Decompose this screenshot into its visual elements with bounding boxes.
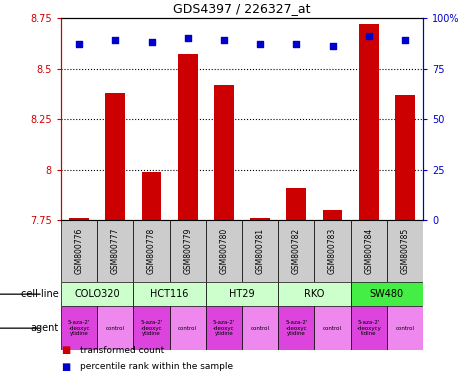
- Text: SW480: SW480: [370, 289, 404, 299]
- Text: HT29: HT29: [229, 289, 255, 299]
- Bar: [97, 306, 133, 350]
- Text: 5-aza-2'
-deoxyc
ytidine: 5-aza-2' -deoxyc ytidine: [213, 320, 235, 336]
- Text: GSM800780: GSM800780: [219, 228, 228, 274]
- Bar: [351, 220, 387, 282]
- Text: agent: agent: [30, 323, 58, 333]
- Bar: [206, 220, 242, 282]
- Bar: [214, 85, 234, 220]
- Bar: [314, 306, 351, 350]
- Bar: [278, 306, 314, 350]
- Text: 5-aza-2'
-deoxycy
tidine: 5-aza-2' -deoxycy tidine: [356, 320, 381, 336]
- Text: control: control: [178, 326, 197, 331]
- Bar: [359, 24, 379, 220]
- Text: GSM800785: GSM800785: [400, 228, 409, 274]
- Bar: [61, 306, 97, 350]
- Text: RKO: RKO: [304, 289, 324, 299]
- Text: percentile rank within the sample: percentile rank within the sample: [80, 362, 233, 371]
- Bar: [323, 210, 342, 220]
- Bar: [387, 220, 423, 282]
- Text: GSM800776: GSM800776: [75, 228, 84, 274]
- Bar: [97, 220, 133, 282]
- Title: GDS4397 / 226327_at: GDS4397 / 226327_at: [173, 2, 311, 15]
- Text: 5-aza-2'
-deoxyc
ytidine: 5-aza-2' -deoxyc ytidine: [68, 320, 90, 336]
- Bar: [387, 306, 423, 350]
- Point: [76, 41, 83, 47]
- Bar: [105, 93, 125, 220]
- Bar: [286, 188, 306, 220]
- Bar: [314, 220, 351, 282]
- Text: GSM800781: GSM800781: [256, 228, 265, 274]
- Bar: [206, 282, 278, 306]
- Bar: [278, 282, 351, 306]
- Bar: [178, 55, 198, 220]
- Bar: [395, 95, 415, 220]
- Text: control: control: [106, 326, 125, 331]
- Text: control: control: [323, 326, 342, 331]
- Bar: [206, 306, 242, 350]
- Point: [112, 37, 119, 43]
- Text: GSM800778: GSM800778: [147, 228, 156, 274]
- Bar: [250, 218, 270, 220]
- Text: ■: ■: [61, 362, 70, 372]
- Point: [184, 35, 191, 41]
- Text: GSM800784: GSM800784: [364, 228, 373, 274]
- Bar: [133, 282, 206, 306]
- Bar: [278, 220, 314, 282]
- Bar: [170, 306, 206, 350]
- Text: control: control: [251, 326, 270, 331]
- Bar: [61, 220, 97, 282]
- Point: [401, 37, 408, 43]
- Text: COLO320: COLO320: [75, 289, 120, 299]
- Text: 5-aza-2'
-deoxyc
ytidine: 5-aza-2' -deoxyc ytidine: [285, 320, 307, 336]
- Text: control: control: [395, 326, 414, 331]
- Point: [148, 39, 155, 45]
- Point: [220, 37, 228, 43]
- Bar: [133, 306, 170, 350]
- Text: cell line: cell line: [21, 289, 58, 299]
- Text: ■: ■: [61, 345, 70, 355]
- Bar: [170, 220, 206, 282]
- Bar: [133, 220, 170, 282]
- Bar: [69, 218, 89, 220]
- Bar: [242, 220, 278, 282]
- Text: GSM800779: GSM800779: [183, 228, 192, 274]
- Point: [329, 43, 336, 50]
- Bar: [351, 282, 423, 306]
- Text: GSM800782: GSM800782: [292, 228, 301, 274]
- Text: 5-aza-2'
-deoxyc
ytidine: 5-aza-2' -deoxyc ytidine: [140, 320, 162, 336]
- Bar: [142, 172, 162, 220]
- Point: [293, 41, 300, 47]
- Bar: [242, 306, 278, 350]
- Text: transformed count: transformed count: [80, 346, 164, 355]
- Point: [365, 33, 372, 39]
- Text: GSM800783: GSM800783: [328, 228, 337, 274]
- Point: [256, 41, 264, 47]
- Bar: [351, 306, 387, 350]
- Text: HCT116: HCT116: [151, 289, 189, 299]
- Text: GSM800777: GSM800777: [111, 228, 120, 274]
- Bar: [61, 282, 133, 306]
